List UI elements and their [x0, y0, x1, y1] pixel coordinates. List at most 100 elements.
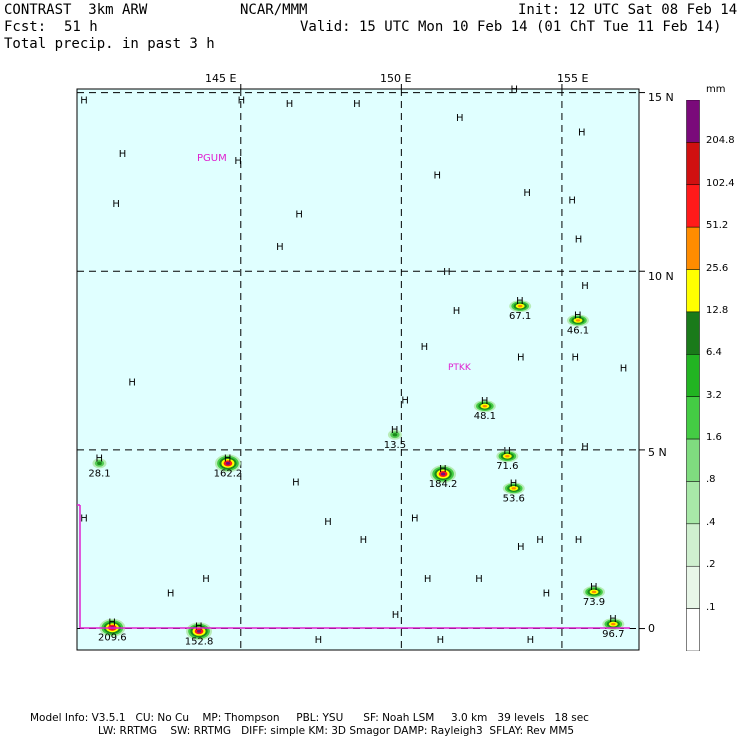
map-background	[76, 88, 640, 651]
precip-h-marker: H	[481, 396, 489, 407]
high-marker: H	[360, 535, 368, 546]
precip-h-marker: H	[503, 446, 511, 457]
fcst-value: 51 h	[64, 19, 98, 35]
colorbar-level-label: 12.8	[706, 304, 729, 316]
colorbar-swatch	[686, 311, 700, 355]
precip-h-marker: H	[224, 453, 232, 464]
precip-cell: H 48.1	[474, 396, 496, 422]
high-marker: H	[620, 363, 628, 374]
lon-label-150: 150 E	[380, 72, 412, 85]
high-marker: H	[433, 170, 441, 181]
colorbar-level-label: 6.4	[706, 347, 722, 359]
high-marker: H	[401, 395, 409, 406]
high-marker: H	[353, 99, 361, 110]
high-marker: H	[511, 85, 519, 96]
precip-h-marker: H	[439, 464, 447, 475]
high-marker: H	[517, 353, 525, 364]
high-marker: H	[234, 156, 242, 167]
precip-max-label: 162.2	[214, 468, 243, 479]
high-marker: H	[392, 610, 400, 621]
high-marker: H	[128, 378, 136, 389]
colorbar-unit: mm	[706, 84, 726, 95]
high-marker: H	[80, 513, 88, 524]
precip-h-marker: H	[95, 453, 103, 464]
model-info-line2: LW: RRTMG SW: RRTMG DIFF: simple KM: 3D …	[98, 725, 575, 737]
high-marker: H	[443, 267, 451, 278]
precip-cell: H 152.8	[185, 621, 214, 647]
precip-max-label: 184.2	[429, 479, 458, 490]
high-marker: H	[411, 513, 419, 524]
precip-h-marker: H	[108, 618, 116, 629]
colorbar-level-label: 1.6	[706, 432, 722, 444]
valid-time: Valid: 15 UTC Mon 10 Feb 14 (01 ChT Tue …	[300, 19, 722, 35]
precip-layer: H 28.1 H 162.2 H 13.5 H 184.2 H 48.1 H 71.6 H 53.6 H 67…	[88, 296, 624, 647]
colorbar-swatch	[686, 481, 700, 525]
colorbar-swatch	[686, 142, 700, 186]
colorbar-swatch	[686, 226, 700, 270]
precip-max-label: 73.9	[583, 597, 605, 608]
precip-h-marker: H	[609, 614, 617, 625]
high-marker: H	[80, 95, 88, 106]
high-marker: H	[238, 95, 246, 106]
lat-label-10n: 10 N	[648, 270, 674, 283]
precip-max-label: 48.1	[474, 411, 496, 422]
high-marker: H	[424, 574, 432, 585]
precip-max-label: 71.6	[496, 461, 518, 472]
precip-h-marker: H	[574, 310, 582, 321]
high-marker: H	[112, 199, 120, 210]
precip-h-marker: H	[391, 425, 399, 436]
high-marker: H	[456, 113, 464, 124]
init-time: Init: 12 UTC Sat 08 Feb 14	[518, 2, 738, 18]
high-marker: H	[568, 195, 576, 206]
high-marker: H	[581, 281, 589, 292]
high-marker: H	[295, 210, 303, 221]
high-marker: H	[421, 342, 429, 353]
lat-label-0: 0	[648, 622, 655, 635]
precip-max-label: 152.8	[185, 636, 214, 647]
field-name: Total precip. in past 3 h	[4, 36, 215, 52]
colorbar-level-label: .8	[706, 474, 716, 486]
high-marker: H	[543, 588, 551, 599]
high-marker: H	[202, 574, 210, 585]
colorbar-level-label: 25.6	[706, 262, 729, 274]
precip-cell: H 46.1	[567, 310, 589, 336]
precip-max-label: 96.7	[602, 629, 624, 640]
colorbar-swatch	[686, 184, 700, 228]
high-marker: H	[517, 542, 525, 553]
precip-max-label: 13.5	[384, 440, 406, 451]
precip-max-label: 67.1	[509, 311, 531, 322]
lon-label-155: 155 E	[557, 72, 589, 85]
precip-h-marker: H	[510, 478, 518, 489]
high-marker: H	[581, 442, 589, 453]
colorbar-level-label: 102.4	[706, 177, 735, 189]
colorbar-swatch	[686, 565, 700, 609]
station-layer: PGUM PTKK	[197, 153, 472, 373]
lat-label-15n: 15 N	[648, 91, 674, 104]
precip-cell: H 73.9	[583, 582, 605, 608]
station-ptkk: PTKK	[448, 363, 472, 373]
high-marker: H	[437, 635, 445, 646]
colorbar	[686, 100, 700, 651]
high-marker: H	[276, 242, 284, 253]
high-marker: H	[167, 588, 175, 599]
high-marker: H	[292, 478, 300, 489]
colorbar-swatch	[686, 523, 700, 567]
precip-max-label: 46.1	[567, 325, 589, 336]
precip-cell: H 13.5	[384, 425, 406, 451]
precip-max-label: 209.6	[98, 633, 127, 644]
high-marker: H	[575, 235, 583, 246]
precip-cell: H 162.2	[214, 453, 243, 479]
colorbar-swatch	[686, 438, 700, 482]
precip-h-marker: H	[516, 296, 524, 307]
colorbar-level-label: .4	[706, 516, 716, 528]
precip-max-label: 28.1	[88, 468, 110, 479]
colorbar-level-label: 51.2	[706, 220, 729, 232]
precip-cell: H 53.6	[503, 478, 525, 504]
colorbar-swatch	[686, 100, 700, 143]
domain-boundary	[77, 504, 630, 629]
high-marker: H	[324, 517, 332, 528]
high-marker: H	[575, 535, 583, 546]
precip-cell: H 28.1	[88, 453, 110, 479]
precip-max-label: 53.6	[503, 493, 525, 504]
